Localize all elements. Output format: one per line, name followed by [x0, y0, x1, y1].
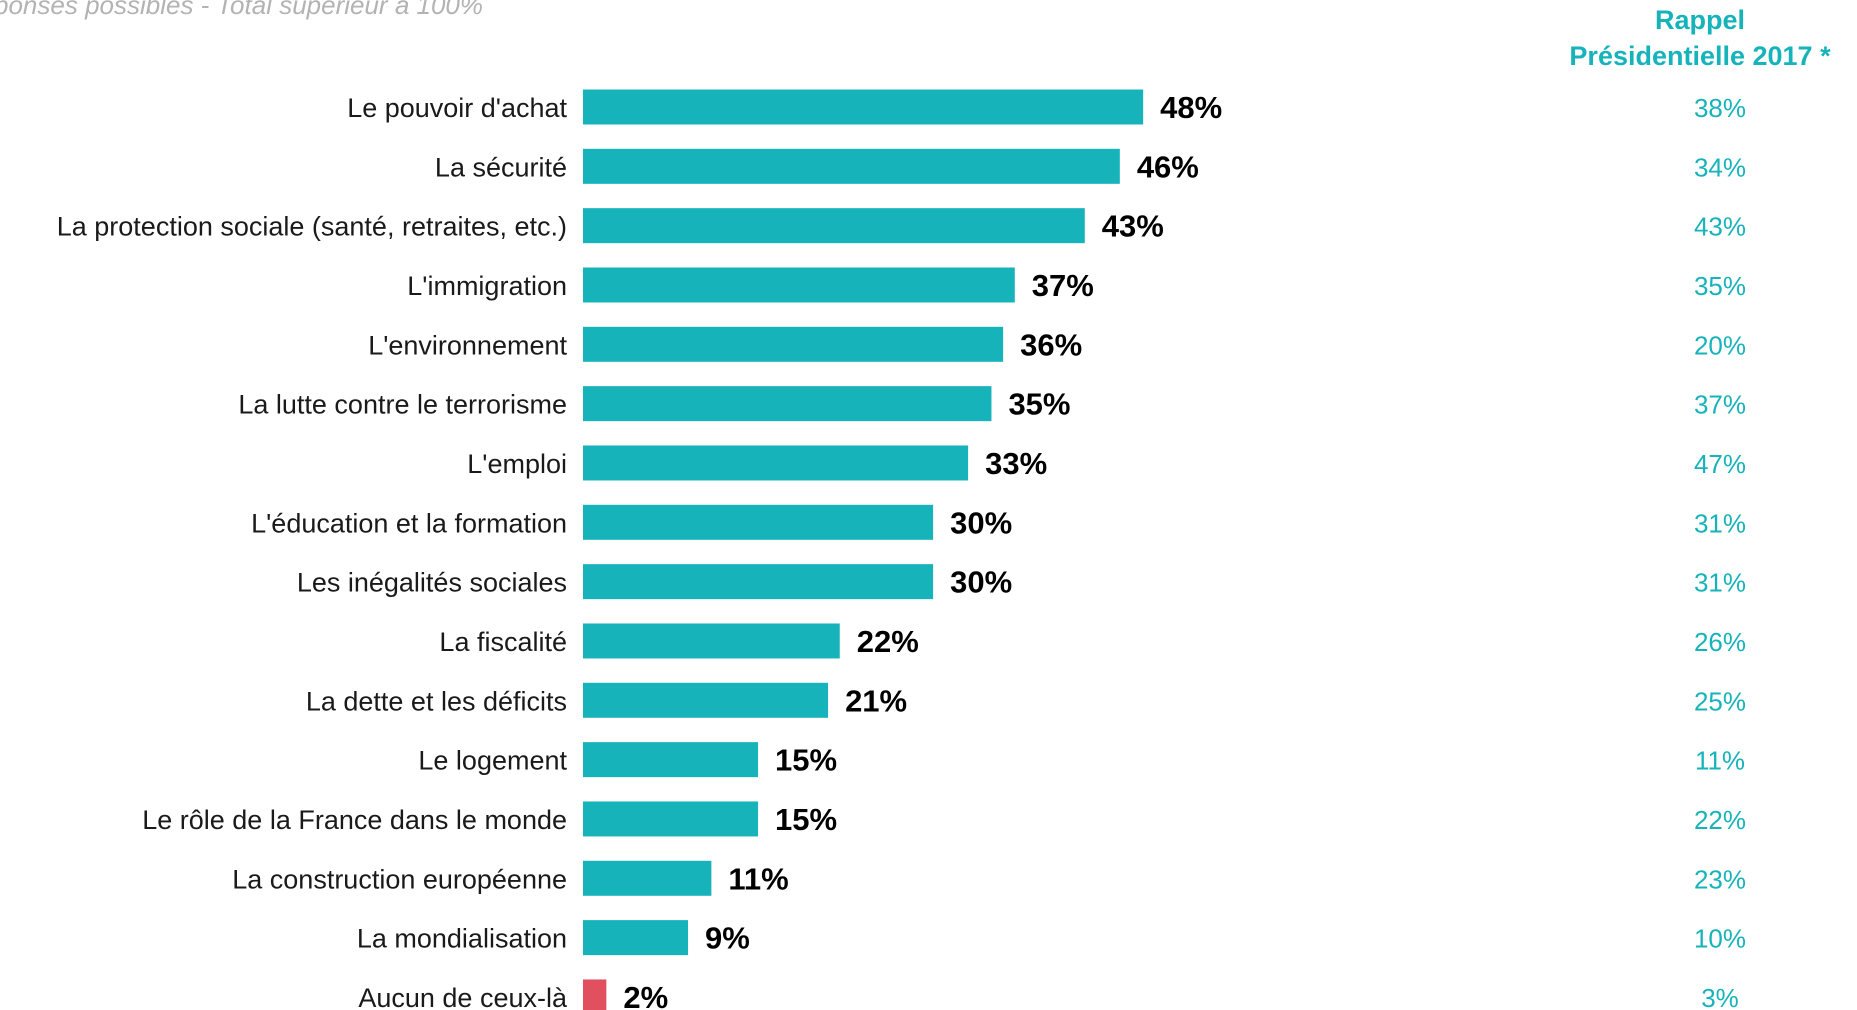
category-label: La protection sociale (santé, retraites,… [57, 212, 567, 242]
bar [583, 267, 1015, 303]
reference-value: 22% [1694, 805, 1746, 835]
category-label: L'emploi [467, 449, 567, 479]
reference-value: 35% [1694, 271, 1746, 301]
reference-value: 31% [1694, 568, 1746, 598]
bar [583, 504, 934, 540]
category-label: La sécurité [435, 152, 567, 182]
bar [583, 742, 759, 778]
reference-value: 23% [1694, 864, 1746, 894]
category-label: L'éducation et la formation [251, 508, 567, 538]
value-label: 21% [845, 683, 907, 718]
chart-note: ponses possibles - Total supérieur à 100… [0, 0, 483, 20]
reference-value: 3% [1701, 983, 1739, 1010]
reference-header-line1: Rappel [1654, 5, 1746, 35]
value-label: 30% [950, 565, 1012, 600]
bar [583, 326, 1004, 362]
value-label: 43% [1102, 209, 1164, 244]
value-label: 9% [705, 921, 750, 956]
reference-value: 47% [1694, 449, 1746, 479]
reference-value: 31% [1694, 508, 1746, 538]
value-label: 37% [1032, 268, 1094, 303]
value-label: 33% [985, 446, 1047, 481]
reference-value: 25% [1694, 686, 1746, 716]
value-label: 35% [1008, 387, 1070, 422]
bar [583, 860, 712, 896]
bar [583, 89, 1144, 125]
reference-value: 34% [1694, 152, 1746, 182]
bar [583, 386, 992, 422]
category-label: La construction européenne [232, 864, 567, 894]
category-label: Aucun de ceux-là [358, 983, 568, 1010]
category-label: La lutte contre le terrorisme [238, 390, 567, 420]
bar [583, 208, 1085, 244]
category-label: La dette et les déficits [306, 686, 567, 716]
reference-value: 26% [1694, 627, 1746, 657]
bar [583, 801, 759, 837]
bar [583, 682, 829, 718]
bar [583, 623, 840, 659]
reference-value: 11% [1695, 746, 1745, 776]
value-label: 30% [950, 505, 1012, 540]
value-label: 22% [857, 624, 919, 659]
bar [583, 979, 607, 1010]
reference-value: 38% [1694, 93, 1746, 123]
category-label: Le logement [418, 746, 567, 776]
value-label: 2% [623, 980, 668, 1010]
bar [583, 445, 969, 481]
reference-value: 37% [1694, 390, 1746, 420]
value-label: 46% [1137, 149, 1199, 184]
category-label: L'immigration [407, 271, 567, 301]
reference-column-header: Rappel Présidentielle 2017 * [1555, 2, 1845, 74]
value-label: 15% [775, 743, 837, 778]
category-label: Le pouvoir d'achat [347, 93, 567, 123]
bar [583, 148, 1120, 184]
bar [583, 920, 689, 956]
category-label: L'environnement [368, 330, 567, 360]
category-label: La fiscalité [439, 627, 567, 657]
reference-value: 43% [1694, 212, 1746, 242]
reference-header-line2: Présidentielle 2017 * [1569, 41, 1831, 71]
value-label: 36% [1020, 327, 1082, 362]
category-label: Le rôle de la France dans le monde [142, 805, 567, 835]
value-label: 11% [728, 861, 788, 896]
bar [583, 564, 934, 600]
category-label: Les inégalités sociales [297, 568, 567, 598]
value-label: 15% [775, 802, 837, 837]
value-label: 48% [1160, 90, 1222, 125]
reference-value: 10% [1694, 924, 1746, 954]
reference-value: 20% [1694, 330, 1746, 360]
category-label: La mondialisation [357, 924, 567, 954]
